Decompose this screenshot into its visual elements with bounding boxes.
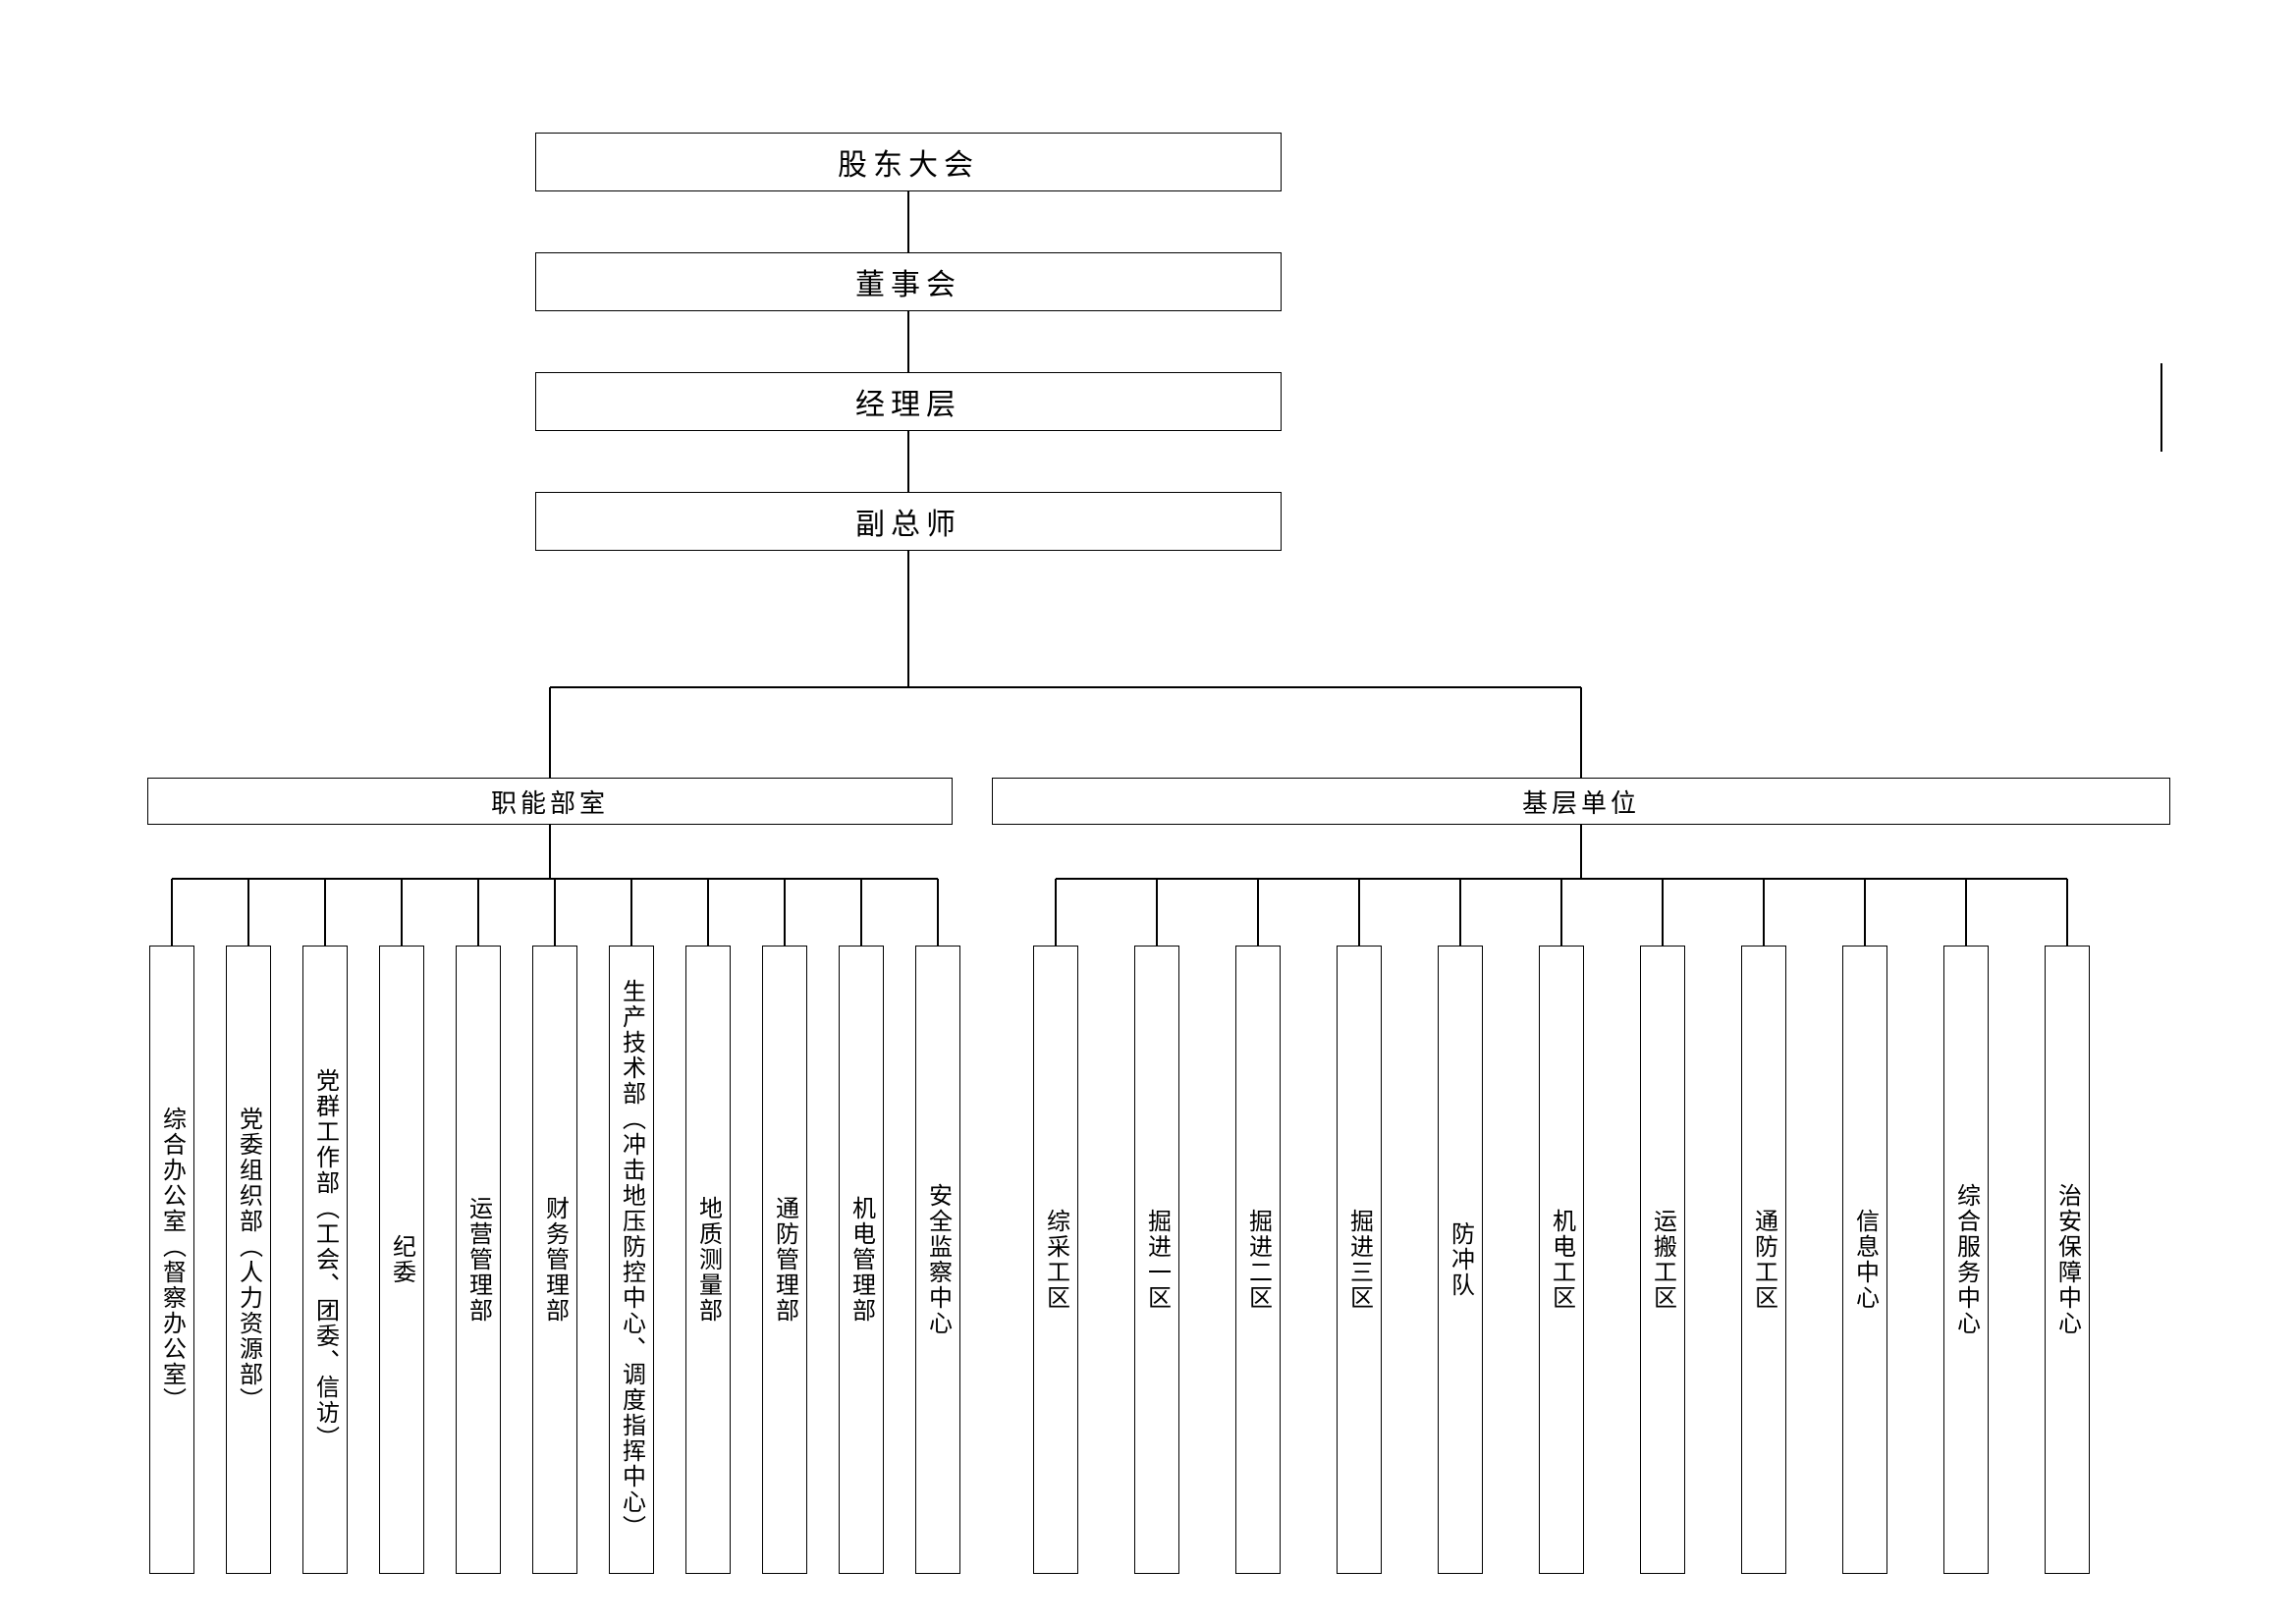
leaf-node-label: 纪委: [385, 1234, 419, 1285]
connector-v: [171, 879, 173, 946]
top-node: 副总师: [535, 492, 1282, 551]
top-node-label: 副总师: [855, 500, 961, 543]
leaf-node: 运营管理部: [456, 946, 501, 1574]
leaf-node: 通防工区: [1741, 946, 1786, 1574]
top-node-label: 经理层: [855, 380, 961, 423]
connector-v: [1763, 879, 1765, 946]
top-node: 经理层: [535, 372, 1282, 431]
connector-h: [550, 686, 1581, 688]
connector-v: [1156, 879, 1158, 946]
leaf-node-label: 掘进二区: [1241, 1209, 1276, 1311]
leaf-node-label: 机电管理部: [845, 1196, 879, 1324]
connector-v: [1662, 879, 1664, 946]
leaf-node: 信息中心: [1842, 946, 1887, 1574]
connector-v: [1580, 687, 1582, 778]
group-node-label: 基层单位: [1522, 784, 1640, 820]
connector-v: [1560, 879, 1562, 946]
connector-v: [401, 879, 403, 946]
connector-v: [554, 879, 556, 946]
leaf-node: 通防管理部: [762, 946, 807, 1574]
connector-v: [1459, 879, 1461, 946]
connector-v: [1257, 879, 1259, 946]
leaf-node: 机电管理部: [839, 946, 884, 1574]
leaf-node: 地质测量部: [685, 946, 731, 1574]
connector-v: [907, 191, 909, 252]
leaf-node-label: 机电工区: [1545, 1209, 1579, 1311]
group-node-label: 职能部室: [491, 784, 609, 820]
connector-v: [2066, 879, 2068, 946]
connector-v: [1358, 879, 1360, 946]
leaf-node: 掘进二区: [1235, 946, 1281, 1574]
leaf-node-label: 安全监察中心: [921, 1183, 956, 1336]
connector-v: [549, 687, 551, 778]
leaf-node-label: 财务管理部: [538, 1196, 573, 1324]
leaf-node-label: 党委组织部（人力资源部）: [232, 1107, 266, 1413]
leaf-node-label: 防冲队: [1444, 1221, 1478, 1298]
leaf-node: 党群工作部（工会、团委、信访）: [302, 946, 348, 1574]
leaf-node-label: 掘进三区: [1342, 1209, 1377, 1311]
leaf-node-label: 运营管理部: [462, 1196, 496, 1324]
connector-v: [907, 431, 909, 492]
connector-v: [1965, 879, 1967, 946]
group-node: 职能部室: [147, 778, 953, 825]
leaf-node: 党委组织部（人力资源部）: [226, 946, 271, 1574]
leaf-node: 掘进三区: [1337, 946, 1382, 1574]
leaf-node: 生产技术部（冲击地压防控中心、调度指挥中心）: [609, 946, 654, 1574]
leaf-node-label: 掘进一区: [1140, 1209, 1175, 1311]
leaf-node-label: 综合服务中心: [1949, 1183, 1984, 1336]
leaf-node-label: 治安保障中心: [2050, 1183, 2085, 1336]
connector-v: [549, 825, 551, 879]
top-node: 股东大会: [535, 133, 1282, 191]
leaf-node: 掘进一区: [1134, 946, 1179, 1574]
leaf-node: 防冲队: [1438, 946, 1483, 1574]
leaf-node: 财务管理部: [532, 946, 577, 1574]
leaf-node: 纪委: [379, 946, 424, 1574]
connector-v: [784, 879, 786, 946]
leaf-node-label: 综采工区: [1039, 1209, 1073, 1311]
connector-v: [477, 879, 479, 946]
connector-v: [937, 879, 939, 946]
leaf-node: 综采工区: [1033, 946, 1078, 1574]
top-node: 董事会: [535, 252, 1282, 311]
connector-v: [630, 879, 632, 946]
connector-v: [707, 879, 709, 946]
leaf-node: 运搬工区: [1640, 946, 1685, 1574]
connector-v: [907, 551, 909, 687]
top-node-label: 股东大会: [838, 140, 979, 184]
leaf-node-label: 地质测量部: [691, 1196, 726, 1324]
connector-v: [1864, 879, 1866, 946]
connector-v: [247, 879, 249, 946]
leaf-node: 综合服务中心: [1943, 946, 1989, 1574]
leaf-node-label: 党群工作部（工会、团委、信访）: [308, 1068, 343, 1451]
connector-v: [1580, 825, 1582, 879]
stray-line: [2160, 363, 2162, 452]
group-node: 基层单位: [992, 778, 2170, 825]
leaf-node: 安全监察中心: [915, 946, 960, 1574]
leaf-node-label: 综合办公室（督察办公室）: [155, 1107, 190, 1413]
leaf-node: 治安保障中心: [2045, 946, 2090, 1574]
leaf-node: 综合办公室（督察办公室）: [149, 946, 194, 1574]
connector-v: [860, 879, 862, 946]
leaf-node: 机电工区: [1539, 946, 1584, 1574]
leaf-node-label: 通防工区: [1747, 1209, 1781, 1311]
leaf-node-label: 生产技术部（冲击地压防控中心、调度指挥中心）: [615, 979, 649, 1541]
connector-v: [1055, 879, 1057, 946]
connector-v: [324, 879, 326, 946]
top-node-label: 董事会: [855, 260, 961, 303]
leaf-node-label: 信息中心: [1848, 1209, 1883, 1311]
leaf-node-label: 通防管理部: [768, 1196, 802, 1324]
connector-v: [907, 311, 909, 372]
leaf-node-label: 运搬工区: [1646, 1209, 1680, 1311]
